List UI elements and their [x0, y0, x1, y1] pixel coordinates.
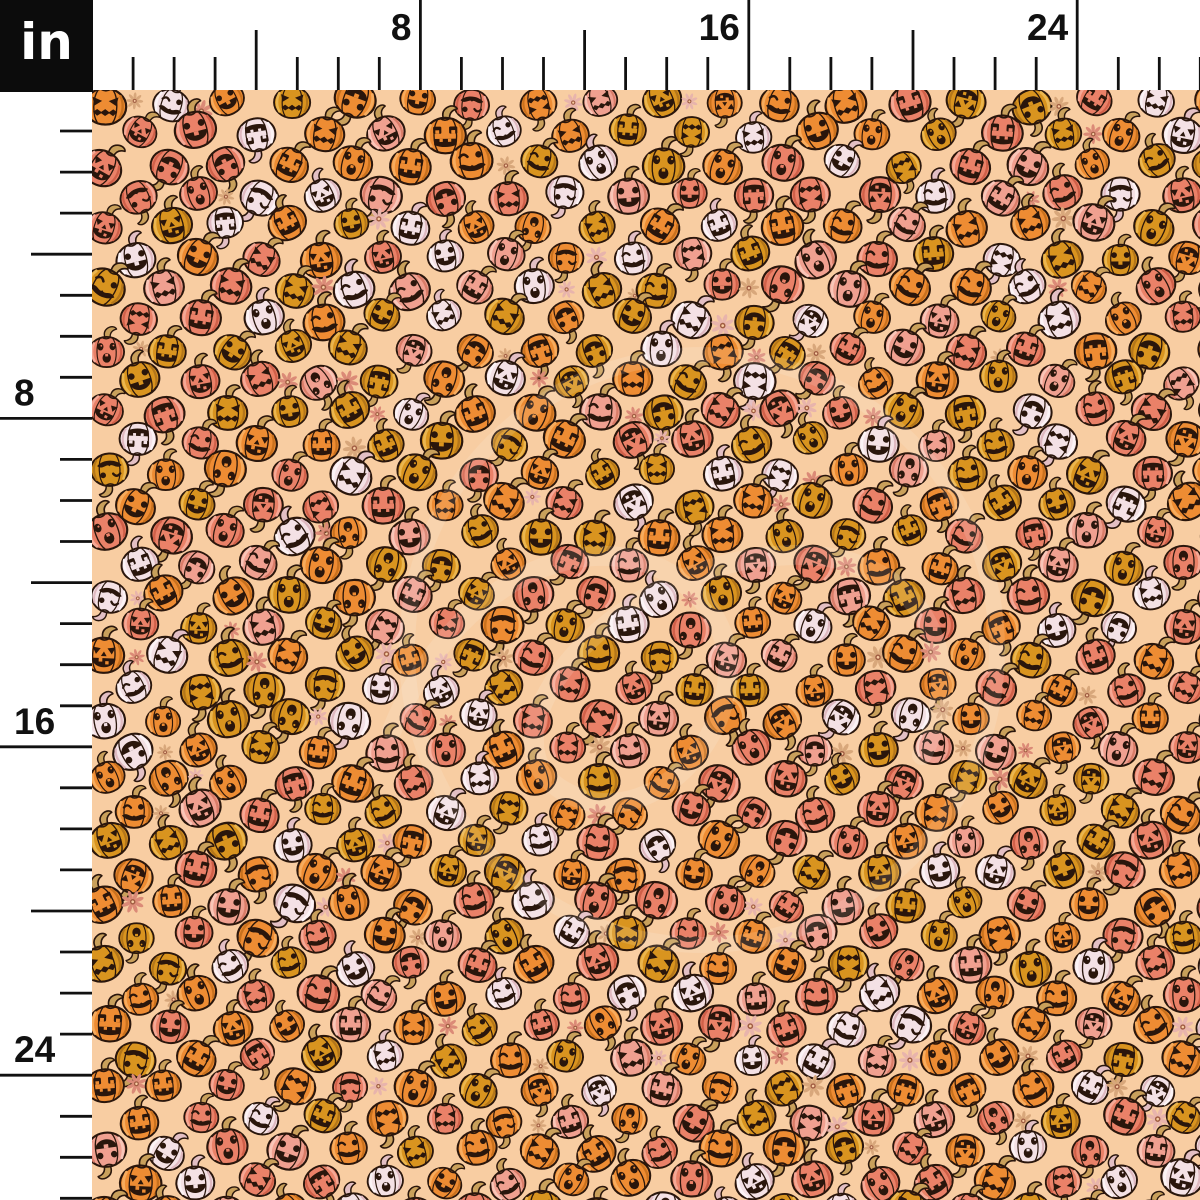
ruler-left: 8 16 24	[0, 90, 92, 1200]
watermark-swirl	[382, 347, 1005, 953]
ruler-left-label-16: 16	[14, 701, 55, 742]
ruler-left-ticks: 8 16 24	[0, 129, 92, 1200]
ruler-top-ticks: 8 16 24	[131, 0, 1200, 90]
ruler-left-label-24: 24	[14, 1029, 56, 1070]
ruler-top-label-24: 24	[1027, 7, 1069, 48]
unit-label: in	[20, 13, 73, 71]
unit-box: in	[0, 0, 93, 92]
ruler-top-label-8: 8	[391, 7, 412, 48]
ruler-top: 8 16 24	[0, 0, 1200, 90]
ruler-left-label-8: 8	[14, 372, 35, 413]
fabric-swatch	[92, 90, 1200, 1200]
ruler-top-label-16: 16	[699, 7, 740, 48]
pumpkin-pattern	[92, 90, 1200, 1200]
